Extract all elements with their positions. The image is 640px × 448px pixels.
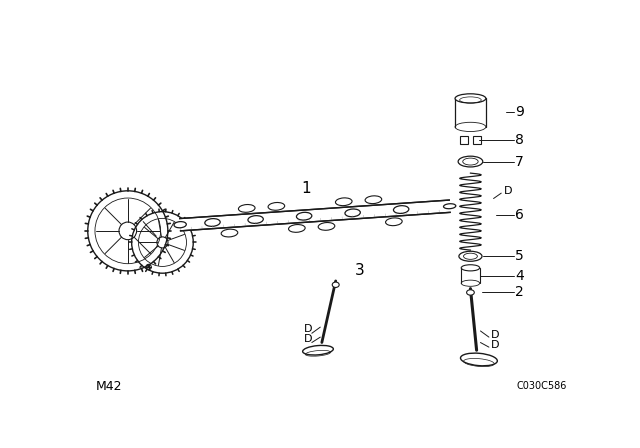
Ellipse shape	[303, 345, 333, 355]
Ellipse shape	[335, 198, 352, 206]
Text: 5: 5	[515, 249, 524, 263]
Ellipse shape	[394, 206, 409, 213]
Text: D: D	[492, 340, 500, 350]
Text: 2: 2	[515, 285, 524, 299]
Ellipse shape	[365, 196, 381, 203]
Text: 3: 3	[355, 263, 365, 278]
Ellipse shape	[268, 202, 285, 210]
Text: C030C586: C030C586	[516, 381, 567, 392]
Bar	[460, 136, 468, 144]
Text: 6: 6	[515, 208, 524, 223]
Text: D: D	[304, 334, 312, 345]
Ellipse shape	[174, 222, 186, 228]
Ellipse shape	[318, 223, 335, 230]
Text: 8: 8	[515, 133, 524, 147]
Ellipse shape	[461, 353, 497, 366]
Ellipse shape	[455, 94, 486, 103]
Ellipse shape	[205, 219, 220, 226]
Text: 1: 1	[301, 181, 310, 196]
Ellipse shape	[332, 282, 339, 288]
Ellipse shape	[444, 204, 456, 209]
Polygon shape	[180, 200, 450, 231]
Ellipse shape	[467, 290, 474, 295]
Text: 4: 4	[515, 268, 524, 283]
Ellipse shape	[248, 215, 263, 224]
Text: D: D	[304, 324, 312, 334]
Ellipse shape	[458, 156, 483, 167]
Text: 7: 7	[515, 155, 524, 168]
Ellipse shape	[296, 212, 312, 220]
Text: D: D	[492, 330, 500, 340]
Ellipse shape	[459, 251, 482, 261]
Ellipse shape	[461, 265, 480, 271]
Ellipse shape	[239, 205, 255, 212]
Ellipse shape	[289, 224, 305, 233]
Ellipse shape	[221, 229, 238, 237]
Bar	[473, 136, 481, 144]
Ellipse shape	[345, 209, 360, 217]
Text: D: D	[504, 186, 512, 196]
Text: M42: M42	[95, 380, 122, 393]
Ellipse shape	[385, 218, 402, 226]
Text: 9: 9	[515, 104, 524, 119]
